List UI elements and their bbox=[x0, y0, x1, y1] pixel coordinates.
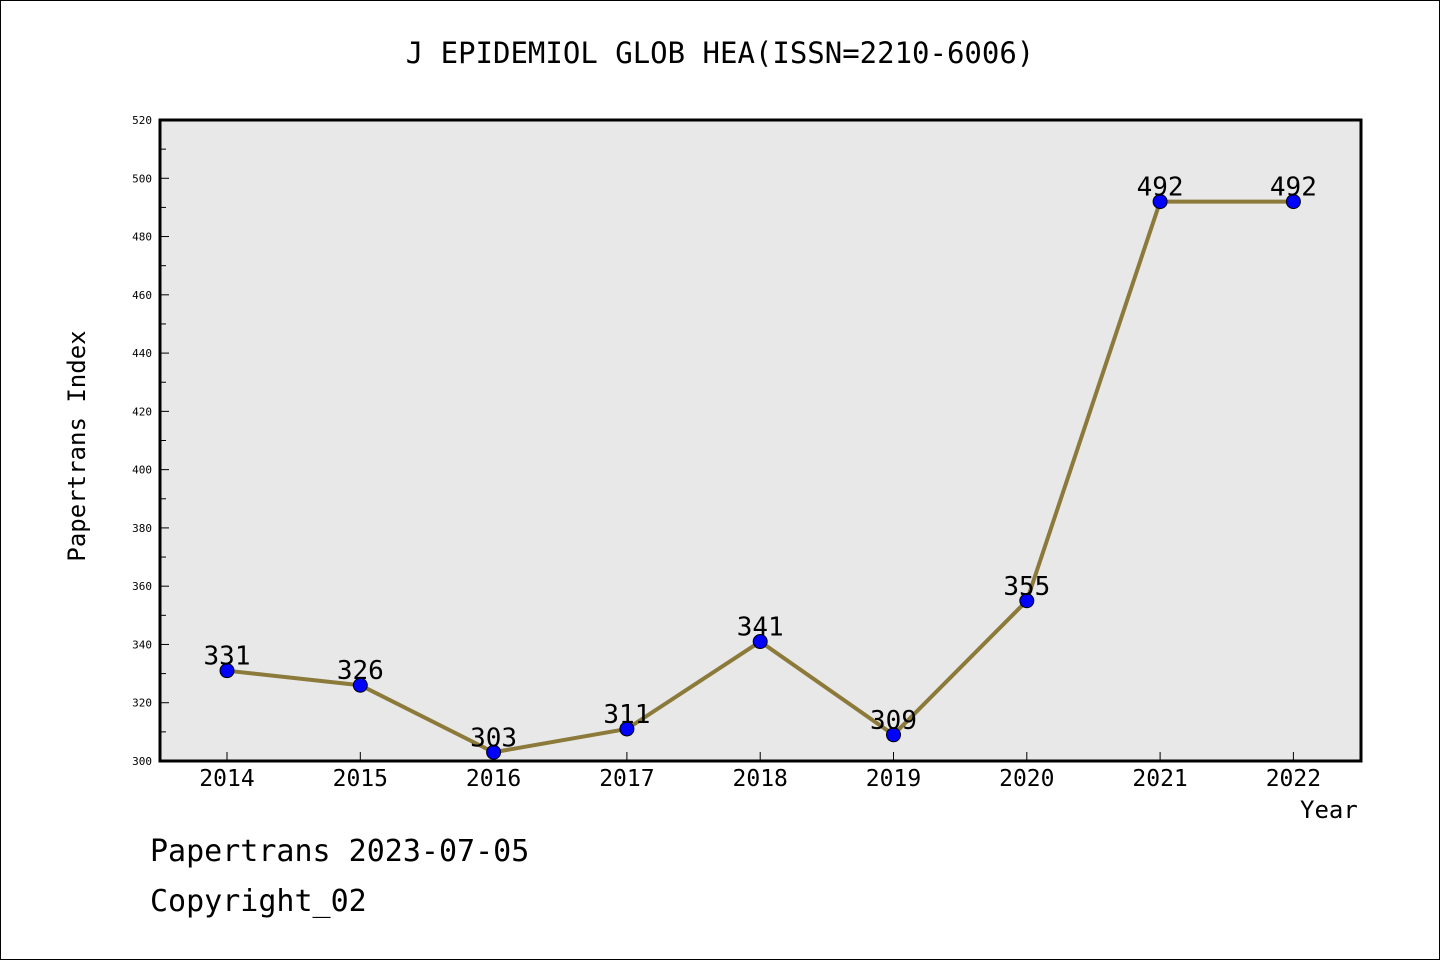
data-label: 492 bbox=[1270, 173, 1317, 203]
x-tick-label: 2020 bbox=[999, 766, 1054, 792]
data-label: 309 bbox=[870, 706, 917, 736]
y-tick-label: 360 bbox=[132, 580, 152, 593]
data-label: 326 bbox=[337, 656, 384, 686]
data-point bbox=[1285, 194, 1301, 210]
x-tick-label: 2017 bbox=[599, 766, 654, 792]
data-label: 355 bbox=[1003, 572, 1050, 602]
data-label: 303 bbox=[470, 723, 517, 753]
data-label: 331 bbox=[204, 642, 251, 672]
data-point bbox=[1019, 593, 1035, 609]
y-tick-label: 420 bbox=[132, 405, 152, 418]
x-tick-label: 2021 bbox=[1132, 766, 1187, 792]
data-point bbox=[752, 634, 768, 650]
data-point bbox=[1152, 194, 1168, 210]
data-point bbox=[619, 721, 635, 737]
y-tick-label: 440 bbox=[132, 347, 152, 360]
data-point bbox=[219, 663, 235, 679]
data-label: 492 bbox=[1137, 173, 1184, 203]
y-tick-label: 480 bbox=[132, 231, 152, 244]
y-tick-label: 300 bbox=[132, 755, 152, 768]
y-tick-label: 500 bbox=[132, 172, 152, 185]
data-label: 311 bbox=[603, 700, 650, 730]
y-tick-label: 340 bbox=[132, 638, 152, 651]
data-point bbox=[352, 677, 368, 693]
footer-date: Papertrans 2023-07-05 bbox=[150, 834, 530, 869]
data-point bbox=[886, 727, 901, 743]
x-tick-label: 2015 bbox=[333, 766, 388, 792]
data-label: 341 bbox=[737, 613, 784, 643]
chart-title: J EPIDEMIOL GLOB HEA(ISSN=2210-6006) bbox=[405, 36, 1035, 70]
data-point bbox=[486, 744, 502, 760]
x-tick-label: 2022 bbox=[1266, 766, 1321, 792]
y-tick-label: 320 bbox=[132, 697, 152, 710]
y-tick-label: 460 bbox=[132, 289, 152, 302]
x-tick-label: 2016 bbox=[466, 766, 521, 792]
plot-border bbox=[158, 118, 1363, 763]
y-tick-label: 380 bbox=[132, 522, 152, 535]
x-tick-label: 2014 bbox=[199, 766, 254, 792]
footer-copyright: Copyright_02 bbox=[150, 884, 367, 919]
x-tick-label: 2018 bbox=[733, 766, 788, 792]
y-tick-label: 520 bbox=[132, 114, 152, 127]
y-tick-label: 400 bbox=[132, 464, 152, 477]
x-axis-label: Year bbox=[1300, 796, 1358, 824]
x-tick-label: 2019 bbox=[866, 766, 921, 792]
plot-area bbox=[160, 120, 1361, 761]
